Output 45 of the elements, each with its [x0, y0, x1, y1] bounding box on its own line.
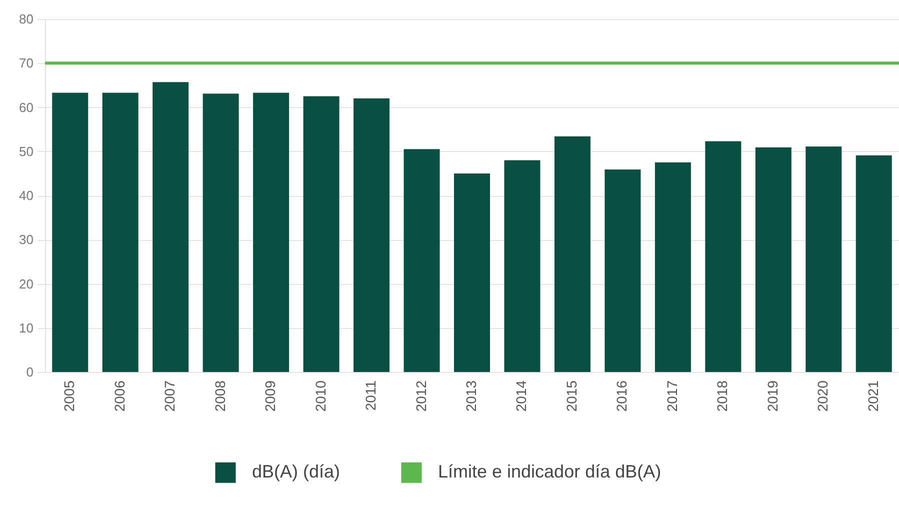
bar [102, 92, 138, 372]
bar [654, 162, 691, 372]
y-tick-label: 30 [19, 232, 34, 248]
x-tick-label: 2021 [864, 380, 881, 412]
x-tick-label: 2005 [61, 380, 78, 412]
legend-label: Límite e indicador día dB(A) [438, 462, 662, 482]
bar [454, 173, 490, 372]
y-tick-label: 20 [19, 276, 34, 292]
bar [202, 94, 239, 372]
x-tick-label: 2017 [664, 380, 680, 412]
x-tick-label: 2010 [312, 380, 328, 412]
bar [755, 147, 792, 372]
x-tick-label: 2015 [563, 380, 580, 412]
bar [253, 92, 290, 372]
y-tick-label: 10 [19, 320, 34, 336]
x-tick-label: 2007 [162, 380, 178, 412]
bar [404, 149, 440, 372]
y-tick-label: 40 [19, 188, 34, 203]
x-tick-label: 2016 [614, 380, 630, 412]
x-tick-label: 2014 [513, 380, 530, 412]
x-tick-label: 2008 [212, 380, 228, 412]
bar [806, 146, 842, 372]
bar [604, 169, 641, 372]
bar [504, 160, 540, 372]
bar [152, 82, 189, 372]
y-tick-label: 60 [19, 100, 34, 115]
bar [354, 98, 390, 372]
x-tick-label: 2009 [262, 380, 278, 412]
bar [554, 136, 590, 372]
y-tick-label: 50 [19, 144, 34, 159]
x-tick-label: 2013 [463, 380, 479, 412]
bar [856, 155, 892, 372]
x-tick-label: 2019 [764, 380, 780, 412]
y-tick-label: 80 [19, 12, 34, 26]
x-tick-label: 2020 [814, 380, 831, 412]
x-tick-label: 2011 [362, 380, 379, 411]
x-tick-label: 2006 [111, 380, 128, 412]
legend-label: dB(A) (día) [252, 462, 340, 482]
y-tick-label: 0 [26, 364, 34, 380]
x-tick-label: 2012 [412, 380, 429, 412]
x-tick-label: 2018 [714, 380, 730, 412]
y-tick-label: 70 [19, 56, 34, 71]
bar [303, 96, 340, 372]
bar [52, 92, 88, 372]
bar [705, 141, 742, 372]
